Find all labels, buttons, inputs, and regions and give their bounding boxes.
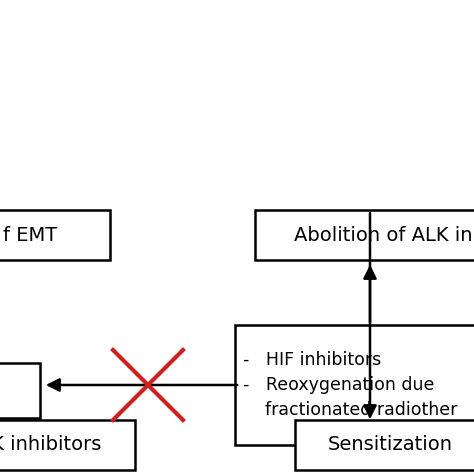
Text: f EMT: f EMT	[3, 226, 57, 245]
Bar	[0, 420, 135, 470]
Text: Abolition of ALK inhibitors: Abolition of ALK inhibitors	[294, 226, 474, 245]
Bar	[0, 363, 40, 418]
Text: Sensitization: Sensitization	[328, 436, 453, 455]
Bar	[235, 325, 474, 445]
Bar	[255, 210, 474, 260]
Text: co ALK inhibitors: co ALK inhibitors	[0, 436, 102, 455]
Text: -   HIF inhibitors
-   Reoxygenation due
    fractionated radiother: - HIF inhibitors - Reoxygenation due fra…	[243, 351, 457, 419]
Bar	[0, 210, 110, 260]
Bar	[295, 420, 474, 470]
